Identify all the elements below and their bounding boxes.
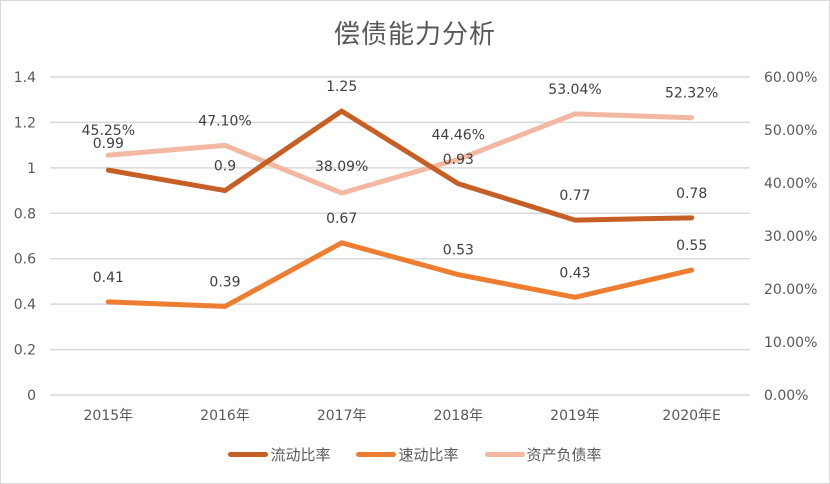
legend-label: 速动比率: [398, 446, 459, 464]
data-label: 0.53: [443, 243, 474, 259]
left-axis-tick: 0: [27, 388, 36, 404]
data-label: 38.09%: [315, 159, 368, 175]
legend-swatch-current-ratio: [228, 452, 269, 457]
left-axis-tick: 1: [27, 161, 36, 177]
left-axis-tick: 1.2: [14, 115, 36, 131]
legend-label: 资产负债率: [526, 446, 602, 464]
chart-title: 偿债能力分析: [333, 20, 496, 50]
right-axis-tick: 0.00%: [764, 388, 808, 404]
left-axis-tick: 1.4: [14, 70, 36, 86]
right-axis-tick: 20.00%: [764, 282, 817, 298]
legend-swatch-debt-ratio: [484, 452, 525, 457]
left-axis-tick: 0.2: [14, 343, 36, 359]
data-label: 47.10%: [198, 113, 251, 129]
data-label: 0.93: [443, 152, 474, 168]
legend-label: 流动比率: [270, 446, 331, 464]
legend-item-current-ratio[interactable]: 流动比率: [228, 444, 330, 465]
data-label: 0.41: [93, 270, 124, 286]
right-axis-tick: 10.00%: [764, 335, 817, 351]
series-line: [105, 111, 695, 196]
right-axis-tick: 60.00%: [764, 70, 817, 86]
data-label: 53.04%: [548, 82, 601, 98]
data-label: 0.99: [93, 136, 124, 152]
data-label: 0.39: [209, 274, 240, 290]
legend: 流动比率 速动比率 资产负债率: [0, 444, 830, 465]
legend-item-debt-ratio[interactable]: 资产负债率: [484, 444, 602, 465]
legend-swatch-quick-ratio: [356, 452, 397, 457]
left-axis-tick: 0.8: [14, 206, 36, 222]
right-axis-tick: 30.00%: [764, 229, 817, 245]
x-axis-tick: 2016年: [200, 408, 250, 424]
data-label: 0.78: [676, 186, 707, 202]
data-label: 0.77: [559, 188, 590, 204]
data-label: 0.43: [559, 265, 590, 281]
series-line: [105, 240, 695, 309]
data-label: 1.25: [326, 79, 357, 95]
x-axis-tick: 2015年: [84, 408, 134, 424]
data-label: 44.46%: [432, 127, 485, 143]
data-label: 0.55: [676, 238, 707, 254]
right-axis-tick: 50.00%: [764, 123, 817, 139]
x-axis-tick: 2017年: [317, 408, 367, 424]
x-axis-tick: 2019年: [550, 408, 600, 424]
legend-item-quick-ratio[interactable]: 速动比率: [356, 444, 459, 465]
series-line: [105, 108, 695, 223]
data-label: 0.67: [326, 211, 357, 227]
data-label: 52.32%: [665, 86, 718, 102]
right-axis-tick: 40.00%: [764, 176, 817, 192]
left-axis-tick: 0.4: [14, 297, 36, 313]
data-label: 0.9: [214, 159, 236, 175]
left-axis-tick: 0.6: [14, 252, 36, 268]
x-axis-tick: 2018年: [434, 408, 484, 424]
data-label: 45.25%: [82, 123, 135, 139]
x-axis-tick: 2020年E: [662, 408, 720, 424]
